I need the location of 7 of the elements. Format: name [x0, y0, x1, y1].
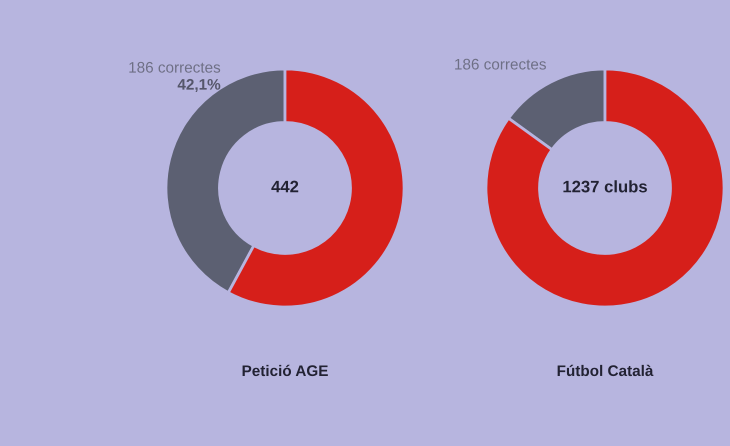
text: 1237 clubs [563, 180, 647, 192]
data-label: 42,1% [178, 78, 220, 92]
slice-label: 186 correctes [455, 58, 546, 70]
text: Petició AGE [242, 364, 328, 376]
slice-label: 186 correctes [129, 62, 220, 73]
text: 442 [271, 180, 298, 192]
text: Fútbol Català [558, 364, 654, 376]
